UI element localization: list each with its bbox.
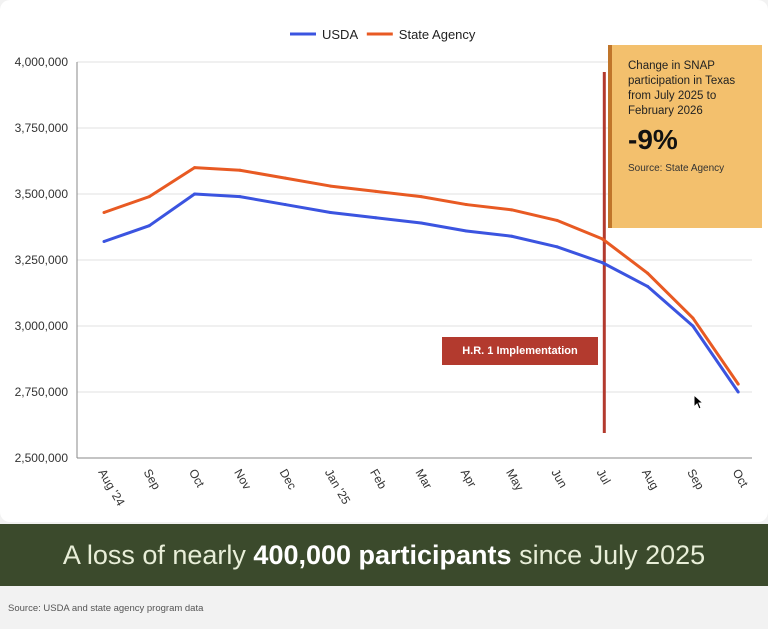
data-point — [691, 316, 695, 320]
data-point — [464, 203, 468, 207]
hr1-implementation-label: H.R. 1 Implementation — [442, 337, 598, 365]
summary-banner: A loss of nearly 400,000 participants si… — [0, 524, 768, 586]
data-point — [555, 218, 559, 222]
callout-source: Source: State Agency — [628, 163, 725, 174]
callout-text: Change in SNAP participation in Texas fr… — [628, 60, 736, 117]
data-point — [419, 221, 423, 225]
x-tick-label: Aug — [639, 467, 662, 492]
x-tick-label: Oct — [730, 467, 752, 491]
data-point — [510, 208, 514, 212]
data-point — [510, 234, 514, 238]
x-tick-label: Jul — [594, 467, 614, 487]
x-tick-label: Sep — [684, 467, 707, 493]
data-point — [329, 184, 332, 188]
data-point — [238, 195, 242, 199]
y-tick-label: 3,250,000 — [15, 253, 69, 267]
y-tick-label: 3,500,000 — [15, 187, 69, 201]
data-point — [555, 245, 559, 249]
x-tick-label: Nov — [231, 467, 254, 492]
x-tick-label: Oct — [186, 467, 208, 491]
y-tick-label: 3,000,000 — [15, 319, 69, 333]
data-point — [600, 261, 604, 265]
data-point — [329, 210, 332, 214]
data-point — [691, 324, 695, 328]
data-point — [238, 168, 242, 172]
data-point — [419, 195, 423, 199]
x-tick-label: Jun — [548, 467, 570, 491]
x-tick-label: Apr — [458, 467, 479, 490]
data-point — [600, 237, 604, 241]
data-point — [646, 271, 650, 275]
callout-accent-bar — [608, 45, 612, 228]
mouse-pointer-icon — [693, 394, 705, 410]
y-tick-label: 3,750,000 — [15, 121, 69, 135]
x-tick-label: Jan '25 — [322, 467, 353, 507]
banner-bold: 400,000 participants — [253, 539, 512, 570]
y-tick-label: 2,500,000 — [15, 451, 69, 465]
x-tick-label: Dec — [277, 467, 300, 492]
callout-box: Change in SNAP participation in Texas fr… — [612, 45, 762, 228]
data-point — [102, 240, 106, 244]
y-tick-label: 2,750,000 — [15, 385, 69, 399]
data-point — [464, 229, 468, 233]
legend: USDA State Agency — [290, 27, 476, 42]
data-point — [374, 189, 378, 193]
legend-label: State Agency — [399, 27, 476, 42]
callout-value: -9% — [628, 124, 678, 155]
data-point — [147, 195, 151, 199]
data-point — [283, 203, 287, 207]
data-point — [283, 176, 287, 180]
x-tick-label: Aug '24 — [95, 467, 127, 509]
x-tick-label: Mar — [413, 467, 435, 492]
series-lines — [102, 166, 740, 394]
data-point — [193, 166, 197, 170]
data-point — [646, 284, 650, 288]
y-tick-label: 4,000,000 — [15, 55, 69, 69]
source-note: Source: USDA and state agency program da… — [8, 603, 204, 614]
data-point — [374, 216, 378, 220]
x-tick-label: Feb — [367, 467, 390, 492]
data-point — [736, 382, 740, 386]
data-point — [193, 192, 197, 196]
data-point — [147, 224, 151, 228]
banner-suffix: since July 2025 — [511, 539, 706, 570]
x-tick-label: May — [503, 467, 526, 494]
x-tick-label: Sep — [141, 467, 164, 493]
banner-prefix: A loss of nearly — [62, 539, 254, 570]
legend-label: USDA — [322, 27, 358, 42]
data-point — [102, 210, 106, 214]
data-point — [736, 390, 740, 394]
line-chart: 4,000,000 3,750,000 3,500,000 3,250,000 3,00… — [15, 27, 752, 509]
